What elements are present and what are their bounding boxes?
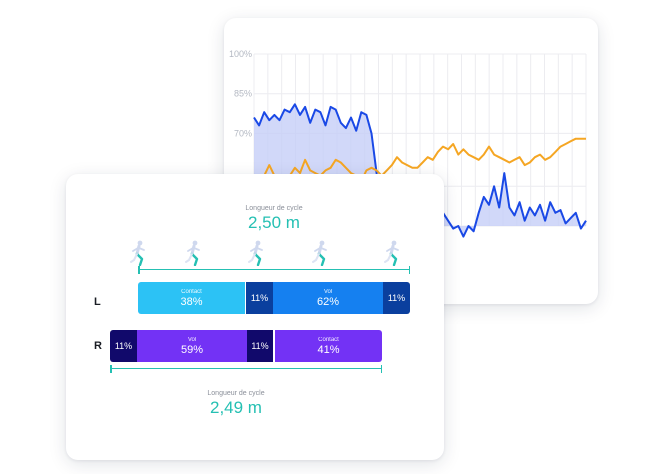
top-cycle-bracket xyxy=(138,266,410,278)
bottom-cycle-value: 2,49 m xyxy=(210,398,262,417)
segment-label: Contact xyxy=(318,336,339,343)
bottom-cycle-label: Longueur de cycle xyxy=(207,390,265,397)
left-flight-segment: Vol 62% xyxy=(273,282,383,314)
segment-percent: 38% xyxy=(180,295,203,308)
runner-icon xyxy=(248,240,266,271)
segment-label: Vol xyxy=(323,288,333,295)
bottom-cycle-length: Longueur de cycle 2,49 m xyxy=(166,390,306,418)
segment-percent: 41% xyxy=(317,343,340,356)
y-tick-label: 70% xyxy=(234,128,252,138)
segment-label: Contact xyxy=(181,288,202,295)
left-contact-segment: Contact 38% xyxy=(138,282,245,314)
top-cycle-label: Longueur de cycle xyxy=(245,205,303,212)
series-line-orange xyxy=(253,137,586,193)
segment-percent: 11% xyxy=(250,292,269,303)
bottom-cycle-bracket xyxy=(110,365,382,377)
left-overlap-segment-end: 11% xyxy=(383,282,410,314)
segment-percent: 11% xyxy=(114,340,133,351)
runner-icon xyxy=(130,240,148,271)
runner-icon xyxy=(185,240,203,271)
left-overlap-segment: 11% xyxy=(246,282,273,314)
cycle-card: Longueur de cycle 2,50 m L Contact 38% 1… xyxy=(66,174,444,460)
right-overlap-segment: 11% xyxy=(110,330,137,362)
right-flight-segment: Vol 59% xyxy=(137,330,247,362)
runner-icon xyxy=(384,240,402,271)
right-overlap-segment-mid: 11% xyxy=(247,330,273,362)
right-contact-segment: Contact 41% xyxy=(275,330,382,362)
segment-label: Vol xyxy=(187,336,197,343)
top-cycle-length: Longueur de cycle 2,50 m xyxy=(204,205,344,233)
top-cycle-value: 2,50 m xyxy=(248,213,300,232)
right-side-label: R xyxy=(94,340,102,352)
segment-percent: 11% xyxy=(387,292,406,303)
y-tick-label: 100% xyxy=(229,49,252,59)
segment-percent: 62% xyxy=(316,295,340,308)
y-tick-label: 85% xyxy=(234,89,252,99)
runner-icon xyxy=(312,240,330,271)
left-side-label: L xyxy=(94,296,101,308)
segment-percent: 11% xyxy=(251,340,269,351)
segment-percent: 59% xyxy=(180,343,204,356)
